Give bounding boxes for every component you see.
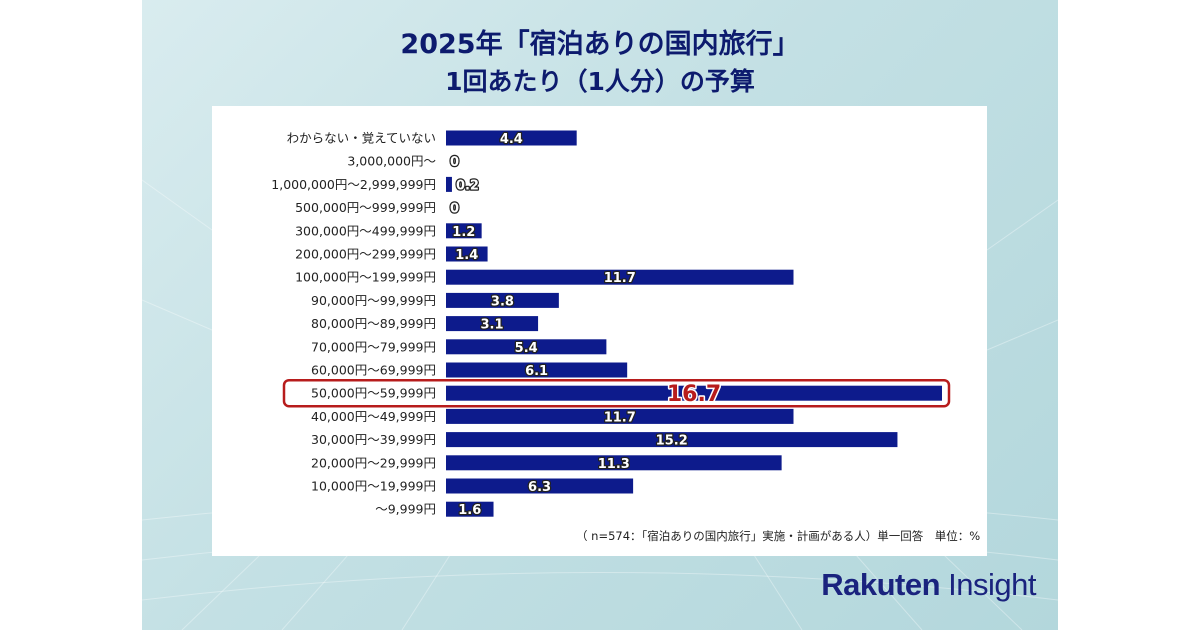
value-label: 5.4 xyxy=(515,341,538,356)
bar xyxy=(446,316,539,332)
value-label: 15.2 xyxy=(656,434,688,449)
category-label: 300,000円～499,999円 xyxy=(295,223,436,238)
chart-title-line2: 1回あたり（1人分）の予算 xyxy=(445,67,755,96)
bar xyxy=(446,432,898,448)
highlight-frame xyxy=(282,378,951,408)
category-label: 20,000円～29,999円 xyxy=(311,455,436,470)
category-label: 100,000円～199,999円 xyxy=(295,270,436,285)
value-label: 11.7 xyxy=(604,410,636,425)
value-label: 11.7 xyxy=(604,271,636,286)
bar xyxy=(446,223,482,239)
category-label: 1,000,000円～2,999,999円 xyxy=(271,177,436,192)
value-label: 3.8 xyxy=(491,294,514,309)
bar xyxy=(446,246,488,262)
bar xyxy=(446,455,782,471)
bar xyxy=(446,362,628,378)
value-label: 0 xyxy=(450,202,459,217)
value-label: 3.1 xyxy=(481,318,504,333)
category-label: わからない・覚えていない xyxy=(287,131,436,146)
value-label: 0 xyxy=(450,155,459,170)
bar xyxy=(446,408,794,424)
value-label: 1.2 xyxy=(452,225,475,240)
category-label: 500,000円～999,999円 xyxy=(295,200,436,215)
bar xyxy=(446,501,494,517)
value-label: 0.2 xyxy=(456,178,479,193)
category-label: 90,000円～99,999円 xyxy=(311,293,436,308)
category-label: 40,000円～49,999円 xyxy=(311,409,436,424)
value-label: 1.6 xyxy=(458,503,481,518)
logo-rakuten-text: Rakuten xyxy=(821,567,941,602)
value-label: 6.1 xyxy=(525,364,548,379)
chart-footnote: （ n=574：「宿泊ありの国内旅行」実施・計画がある人）単一回答 単位：% xyxy=(576,529,981,543)
bar xyxy=(446,269,794,285)
logo-insight-text: Insight xyxy=(940,567,1036,602)
value-label: 4.4 xyxy=(500,132,523,147)
category-label: 80,000円～89,999円 xyxy=(311,316,436,331)
value-label: 1.4 xyxy=(455,248,478,263)
value-label: 11.3 xyxy=(598,457,630,472)
background-panel: 2025年「宿泊ありの国内旅行」 1回あたり（1人分）の予算 わからない・覚えて… xyxy=(142,0,1058,630)
rakuten-insight-logo: Rakuten Insight xyxy=(821,567,1036,603)
bar xyxy=(446,130,577,146)
value-label: 16.7 xyxy=(667,382,721,407)
bar xyxy=(446,478,634,494)
bar xyxy=(446,176,452,192)
value-label: 6.3 xyxy=(528,480,551,495)
bar xyxy=(446,385,942,401)
chart-card: わからない・覚えていない 4.4 3,000,000円～ 0 1,000,000円～2,… xyxy=(212,106,987,556)
category-label: 50,000円～59,999円 xyxy=(311,386,436,401)
category-label: 200,000円～299,999円 xyxy=(295,247,436,262)
chart-title-line1: 2025年「宿泊ありの国内旅行」 xyxy=(400,29,800,60)
category-label: ～9,999円 xyxy=(375,502,436,517)
category-label: 10,000円～19,999円 xyxy=(311,479,436,494)
bar xyxy=(446,292,559,308)
category-label: 3,000,000円～ xyxy=(347,154,436,169)
category-label: 70,000円～79,999円 xyxy=(311,339,436,354)
bar-chart: わからない・覚えていない 4.4 3,000,000円～ 0 1,000,000円～2,… xyxy=(271,130,951,519)
bar xyxy=(446,339,607,355)
category-label: 30,000円～39,999円 xyxy=(311,432,436,447)
category-label: 60,000円～69,999円 xyxy=(311,363,436,378)
